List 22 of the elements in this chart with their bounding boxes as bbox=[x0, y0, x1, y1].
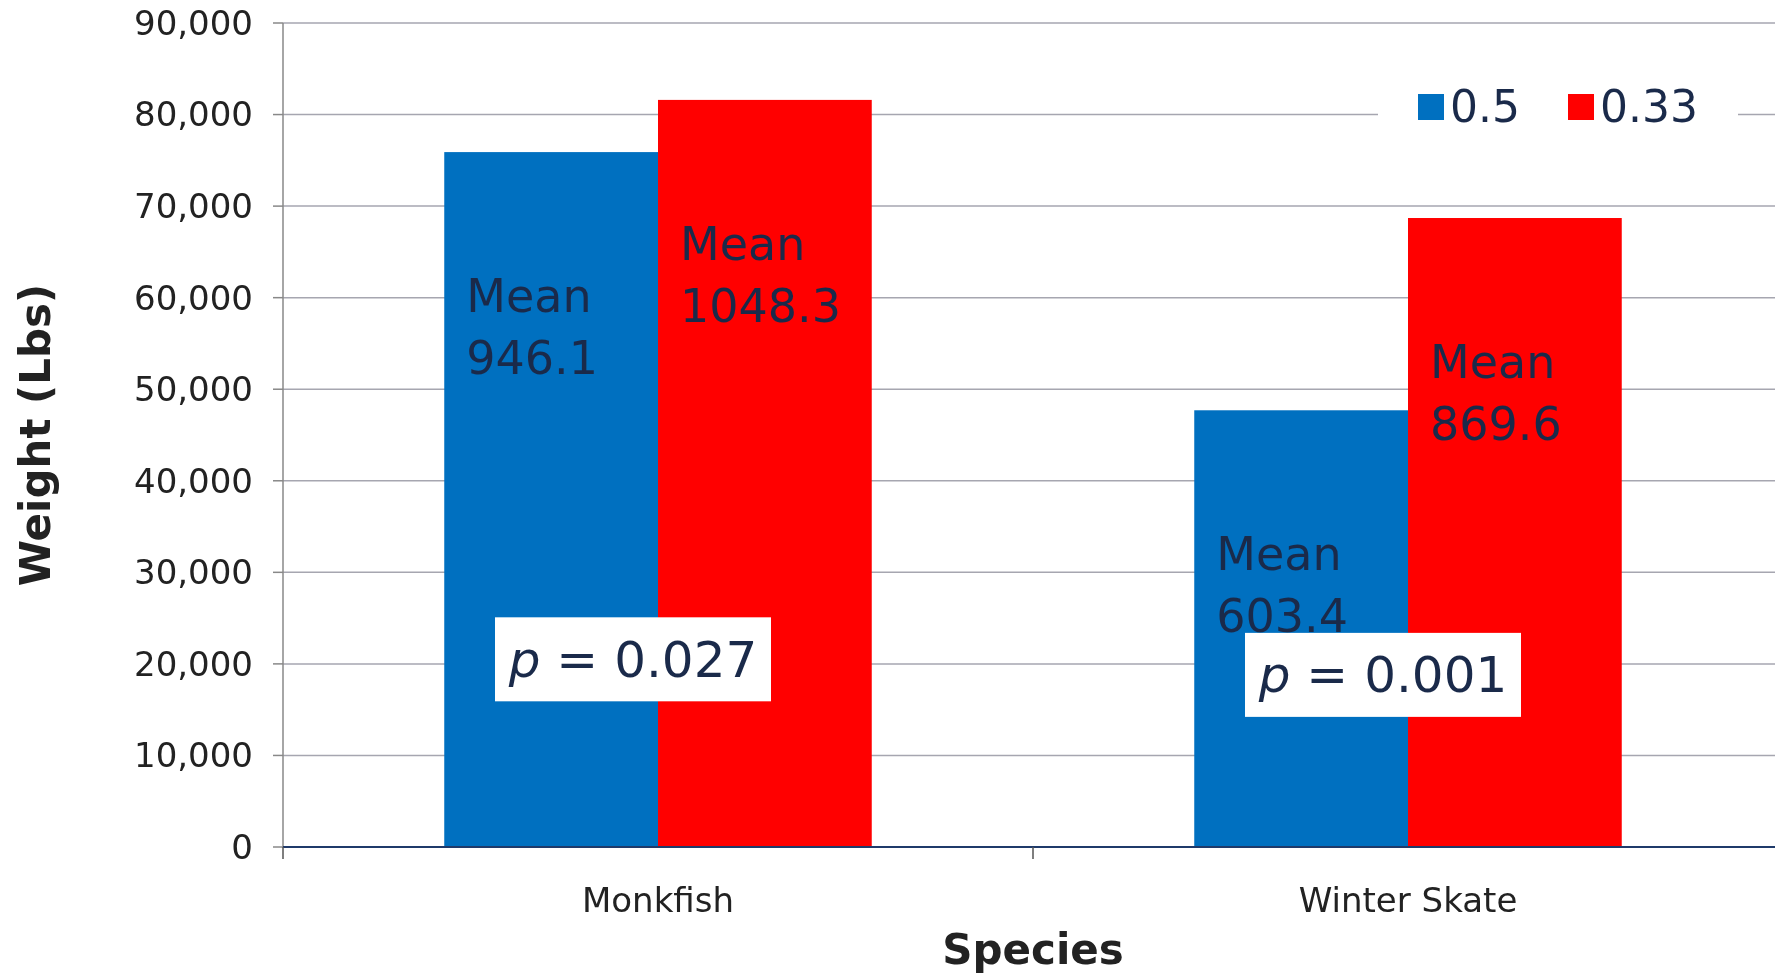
legend-label: 0.33 bbox=[1600, 81, 1698, 133]
legend-label: 0.5 bbox=[1450, 81, 1520, 133]
annotation: p = 0.027 bbox=[507, 630, 758, 689]
data-label: Mean 1048.3 bbox=[680, 216, 841, 333]
y-tick-label: 0 bbox=[231, 826, 253, 867]
annotation: p = 0.001 bbox=[1257, 646, 1508, 705]
data-label: Mean 869.6 bbox=[1430, 335, 1562, 452]
y-tick-label: 40,000 bbox=[134, 460, 253, 501]
x-axis-title: Species bbox=[942, 925, 1124, 974]
y-tick-label: 50,000 bbox=[134, 369, 253, 410]
y-tick-label: 10,000 bbox=[134, 735, 253, 776]
y-axis-title: Weight (Lbs) bbox=[11, 283, 60, 587]
y-tick-label: 90,000 bbox=[134, 2, 253, 43]
y-tick-label: 30,000 bbox=[134, 552, 253, 593]
y-tick-label: 60,000 bbox=[134, 277, 253, 318]
y-tick-label: 20,000 bbox=[134, 643, 253, 684]
data-label: Mean 946.1 bbox=[466, 269, 598, 386]
y-tick-label: 70,000 bbox=[134, 186, 253, 227]
x-tick-label: Winter Skate bbox=[1298, 880, 1518, 920]
data-label: Mean 603.4 bbox=[1216, 527, 1348, 644]
x-tick-label: Monkfish bbox=[581, 880, 735, 920]
y-tick-label: 80,000 bbox=[134, 94, 253, 135]
